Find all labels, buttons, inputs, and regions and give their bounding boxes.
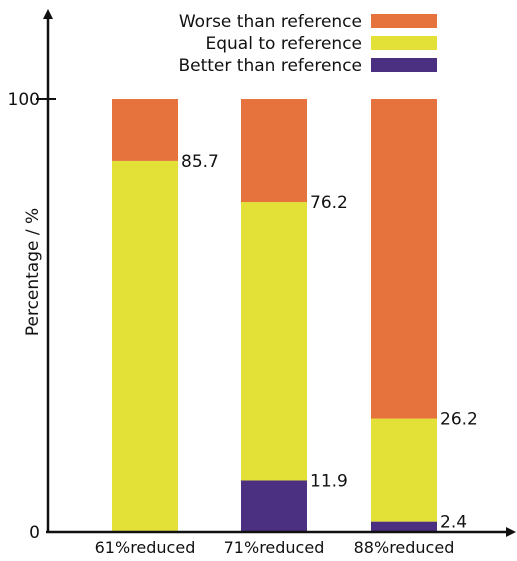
legend-swatch-better-than-reference (371, 58, 437, 72)
x-tick-label-61-reduced: 61%reduced (95, 538, 196, 557)
bar-segment-71-reduced-better-than-reference (241, 480, 307, 532)
bars (112, 99, 437, 532)
bar-segment-61-reduced-equal-to-reference (112, 160, 178, 532)
y-tick-label-100: 100 (8, 90, 40, 110)
bar-segment-71-reduced-equal-to-reference (241, 202, 307, 481)
value-label-71-reduced-1: 76.2 (310, 193, 348, 213)
bar-segment-88-reduced-equal-to-reference (371, 418, 437, 522)
x-tick-labels: 61%reduced 71%reduced 88%reduced (95, 538, 455, 557)
legend-label-better-than-reference: Better than reference (178, 56, 362, 76)
value-label-61-reduced-1: 85.7 (181, 152, 219, 172)
value-labels: 85.7 11.9 76.2 2.4 26.2 (181, 152, 478, 533)
bar-segment-71-reduced-worse-than-reference (241, 99, 307, 203)
value-label-88-reduced-0: 2.4 (440, 513, 467, 533)
x-tick-label-71-reduced: 71%reduced (224, 538, 325, 557)
x-tick-label-88-reduced: 88%reduced (354, 538, 455, 557)
y-tick-label-0: 0 (29, 523, 40, 543)
y-axis-label: Percentage / % (23, 208, 43, 336)
bar-segment-61-reduced-worse-than-reference (112, 99, 178, 161)
value-label-71-reduced-0: 11.9 (310, 471, 348, 491)
legend-label-worse-than-reference: Worse than reference (179, 12, 362, 32)
value-label-88-reduced-1: 26.2 (440, 410, 478, 430)
bar-segment-88-reduced-worse-than-reference (371, 99, 437, 419)
bar-segment-88-reduced-better-than-reference (371, 521, 437, 532)
y-ticks: 0 100 (8, 90, 56, 543)
legend-swatch-equal-to-reference (371, 36, 437, 50)
legend-swatch-worse-than-reference (371, 14, 437, 28)
legend-label-equal-to-reference: Equal to reference (206, 34, 363, 54)
